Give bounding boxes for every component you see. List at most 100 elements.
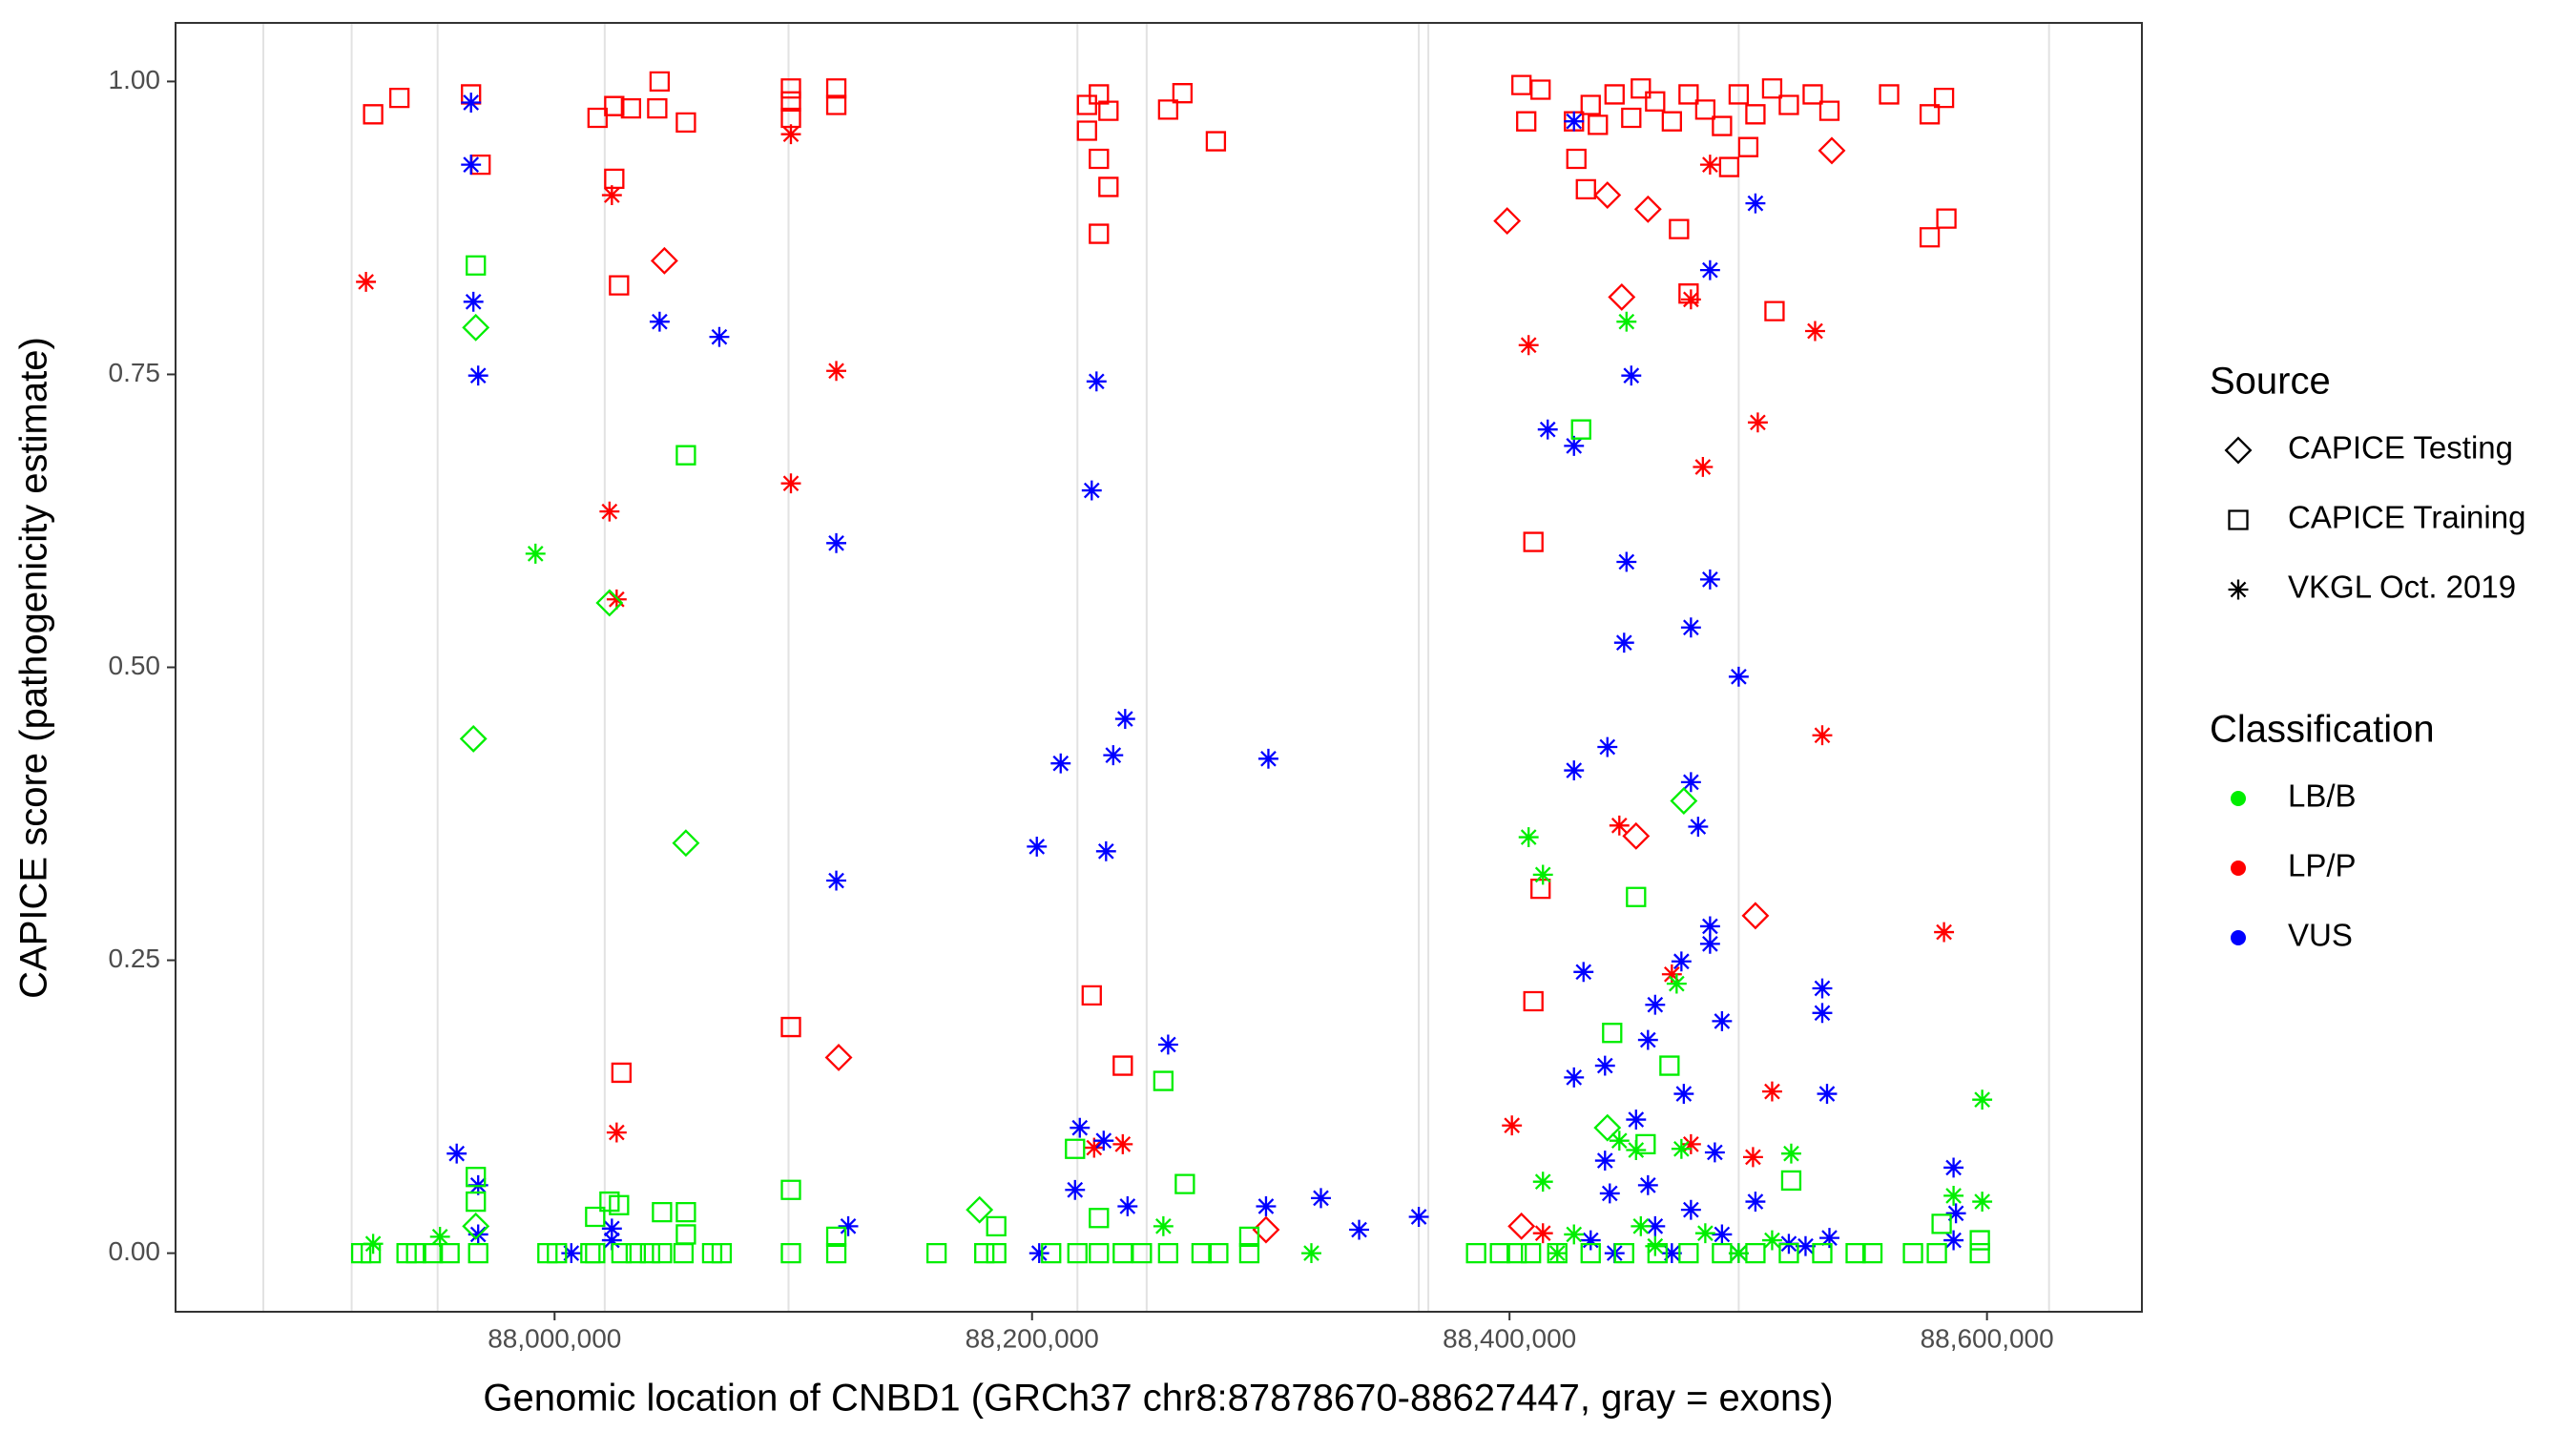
point [1575,178,1596,200]
point [462,313,490,342]
point [1602,1023,1623,1044]
point [1933,87,1955,109]
point [1349,1219,1369,1240]
point [599,1191,620,1213]
point [561,1243,582,1264]
point [1645,1215,1666,1236]
point [595,589,624,617]
point [1694,1223,1715,1244]
point [1969,1242,1990,1264]
point [1972,1089,1993,1110]
point [1564,435,1585,456]
point [780,473,801,494]
y-tick-label: 1.00 [109,65,161,94]
point [1580,1242,1601,1264]
point [1645,91,1666,112]
point [1311,1188,1331,1209]
point [1507,1212,1536,1240]
point [1728,84,1750,105]
point [1065,1179,1086,1200]
point [1532,1172,1553,1192]
point [547,1242,568,1264]
point [1631,1215,1652,1236]
point [1902,1242,1923,1264]
legend-key [2228,509,2249,530]
point [1728,1243,1749,1264]
legend-title: Classification [2210,709,2435,751]
point [601,1218,622,1239]
point [1518,335,1539,356]
point [1258,748,1278,769]
point [1742,1147,1763,1168]
point [1796,1235,1816,1256]
panel-border [175,22,2143,1313]
point [1781,1143,1801,1164]
point [1408,1207,1429,1227]
point [1761,1230,1782,1251]
point [1089,1242,1110,1264]
point [1597,736,1618,757]
point [1669,218,1690,239]
point [461,93,482,113]
point [1564,1067,1585,1088]
point [825,1226,847,1248]
point [1238,1242,1260,1264]
point [1081,480,1102,501]
point [1117,1196,1138,1216]
point [1588,114,1609,135]
point [1084,1137,1105,1158]
point [1712,1224,1733,1245]
point [1594,1055,1615,1076]
point [1919,104,1941,125]
point [1523,990,1544,1012]
point [1718,156,1740,177]
legend-item: VUS [2288,918,2353,953]
point [1817,1084,1838,1105]
legend-item: CAPICE Testing [2288,430,2513,466]
point [1070,1117,1091,1138]
point [1570,419,1591,440]
point [652,1201,673,1223]
point [1041,1242,1062,1264]
point [1678,283,1699,304]
point [1778,1242,1799,1264]
x-tick-label: 88,200,000 [966,1323,1099,1353]
point [463,291,484,312]
point [986,1215,1007,1236]
point [1699,569,1720,590]
point [1098,100,1119,121]
point [711,1242,733,1264]
point [826,870,846,891]
point [675,112,696,134]
point [1673,1084,1694,1105]
x-tick-label: 88,600,000 [1921,1323,2054,1353]
point [467,1242,488,1264]
point [649,71,671,93]
point [604,168,625,189]
point [1761,78,1783,99]
point [1532,1223,1553,1244]
point [1637,1029,1658,1050]
point [1699,916,1720,937]
point [1530,79,1551,100]
point [1745,193,1766,214]
point [1594,1151,1615,1172]
point [1626,1110,1647,1130]
point [1637,1174,1658,1195]
point [1812,1242,1833,1264]
point [1493,207,1522,236]
point [1645,994,1666,1015]
legend-title: Source [2210,361,2331,403]
point [1613,633,1634,653]
point [585,1206,606,1228]
point [1919,227,1941,248]
point [467,1224,488,1245]
point [1680,1199,1701,1220]
point [1564,111,1585,132]
point [1712,115,1733,136]
point [1114,709,1135,729]
point [1153,1070,1174,1091]
point [1028,1243,1049,1264]
point [585,1242,606,1264]
point [1609,815,1630,836]
